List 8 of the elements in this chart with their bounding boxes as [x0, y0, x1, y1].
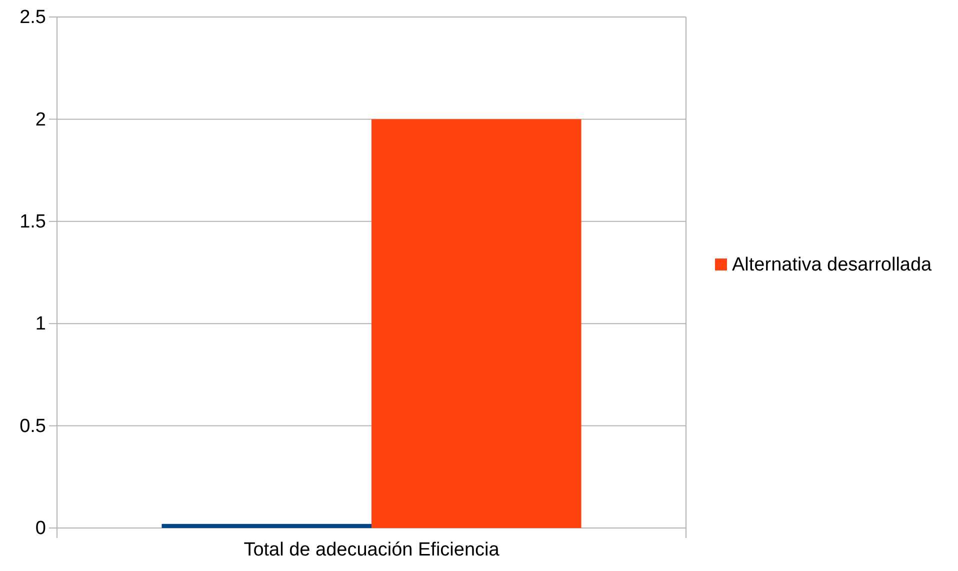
x-tick-label: Total de adecuación Eficiencia: [244, 540, 500, 561]
legend-label: Alternativa desarrollada: [732, 254, 932, 276]
y-tick-label: 0.5: [20, 416, 46, 437]
y-tick-label: 2.5: [20, 7, 46, 28]
y-tick-label: 0: [35, 518, 46, 540]
y-tick-label: 1.5: [20, 211, 46, 232]
y-tick-label: 1: [35, 314, 46, 335]
y-tick-label: 2: [35, 109, 46, 130]
